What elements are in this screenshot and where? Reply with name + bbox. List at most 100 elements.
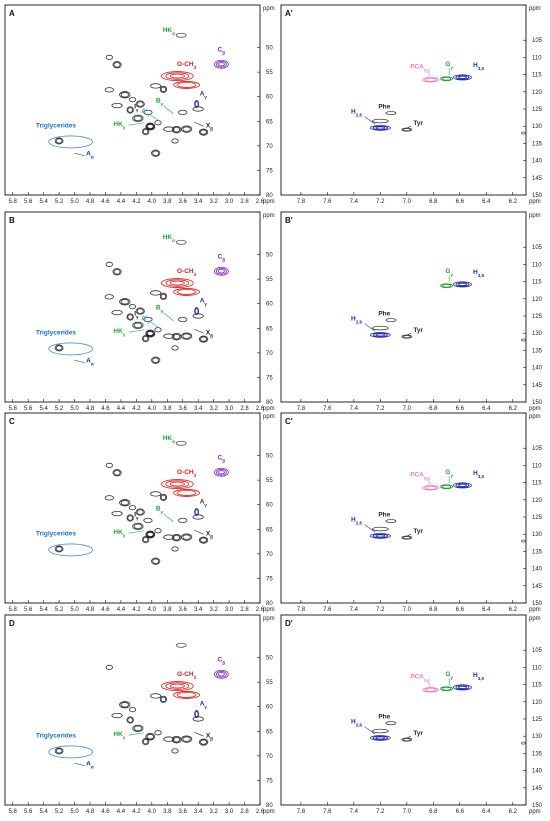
peak-label-text: Phe xyxy=(378,713,390,720)
y-unit-label: ppm xyxy=(529,616,541,622)
y-tick-label: 105 xyxy=(532,446,543,452)
x-tick-label: 7.8 xyxy=(297,809,306,815)
x-tick-label: 5.2 xyxy=(55,607,64,613)
contour xyxy=(520,539,526,543)
x-tick-label: 3.6 xyxy=(179,809,188,815)
y-tick-label: 140 xyxy=(532,769,543,775)
y-tick-label: 105 xyxy=(532,245,543,251)
contour xyxy=(200,537,208,543)
contour xyxy=(126,313,134,321)
contour-ome xyxy=(169,481,185,487)
peak-label: H2,6 xyxy=(351,315,362,324)
peak-label-subscript: γ xyxy=(450,473,453,478)
peak-label-text: I xyxy=(134,104,136,111)
contour xyxy=(520,338,526,342)
peak-label-subscript: 3,5 xyxy=(478,474,485,479)
x-tick-label: 4.6 xyxy=(101,406,110,412)
leader-line xyxy=(426,478,431,485)
contour xyxy=(150,693,162,699)
contour xyxy=(182,126,191,132)
y-tick-label: 60 xyxy=(266,503,273,509)
contour-cbeta xyxy=(213,467,229,477)
peak-label-text: A xyxy=(200,298,205,305)
peak-label-text: HK xyxy=(113,529,123,536)
x-tick-label: 5.2 xyxy=(55,406,64,412)
x-tick-label: 4.8 xyxy=(86,199,95,205)
leader-line xyxy=(364,524,376,533)
peak-label: Gγ xyxy=(445,671,453,680)
peak-label-subscript: γ xyxy=(450,272,453,277)
x-tick-label: 7.6 xyxy=(323,607,332,613)
peak-label-text: B xyxy=(156,305,161,312)
y-tick-label: 150 xyxy=(532,803,543,809)
leader-line xyxy=(406,332,411,336)
contour-h26 xyxy=(369,125,391,131)
contour-tyr xyxy=(402,536,411,540)
peak-label-subscript: β xyxy=(210,333,213,338)
contour xyxy=(105,664,113,671)
peak-label-subscript: γ xyxy=(450,65,453,70)
y-tick-label: 125 xyxy=(532,717,543,723)
contour xyxy=(371,526,389,532)
y-tick-label: 105 xyxy=(532,38,543,44)
peak-label-subscript: γ xyxy=(161,509,164,514)
contour xyxy=(152,357,160,363)
y-tick-label: 130 xyxy=(532,532,543,538)
x-tick-label: 5.0 xyxy=(70,199,79,205)
peak-label-text: I xyxy=(134,311,136,318)
y-tick-label: 140 xyxy=(532,567,543,573)
contour xyxy=(127,107,133,113)
peak-label: Aγ xyxy=(200,499,208,508)
y-tick-label: 65 xyxy=(266,729,273,735)
y-tick-label: 70 xyxy=(266,351,273,357)
peak-label: Tyr xyxy=(413,120,423,127)
peak-label-subscript: γ xyxy=(204,301,207,306)
x-tick-label: 7.6 xyxy=(323,809,332,815)
contour xyxy=(151,557,161,565)
x-tick-label: 7.0 xyxy=(403,406,412,412)
peak-label-text: HK xyxy=(163,234,173,241)
contour-h26 xyxy=(375,736,386,740)
y-unit-label: ppm xyxy=(263,616,275,622)
peak-label-text: HK xyxy=(163,27,173,34)
x-tick-label: 3.8 xyxy=(163,809,172,815)
panel-letter: D xyxy=(9,619,15,628)
contour xyxy=(146,531,154,538)
y-tick-label: 145 xyxy=(532,383,543,389)
panel-frame xyxy=(280,614,527,806)
contour-ggamma xyxy=(441,76,452,81)
peak-label-subscript: γ xyxy=(204,502,207,507)
x-tick-label: 2.6 xyxy=(256,607,265,613)
contour xyxy=(145,732,156,741)
y-tick-label: 125 xyxy=(532,314,543,320)
peak-label-subscript: β xyxy=(210,736,213,741)
y-tick-label: 110 xyxy=(532,262,542,268)
x-tick-label: 2.6 xyxy=(256,199,265,205)
contour-ggamma xyxy=(440,484,453,490)
peak-label-subscript: γ,ε xyxy=(424,67,431,72)
contour-ggamma xyxy=(441,484,452,489)
contour xyxy=(112,469,122,477)
contour-h35 xyxy=(458,685,467,689)
x-tick-label: 5.6 xyxy=(24,809,33,815)
x-tick-label: 7.6 xyxy=(323,406,332,412)
peak-label-subscript: γ xyxy=(123,735,126,740)
x-tick-label: 3.0 xyxy=(225,199,234,205)
contour-h26 xyxy=(372,332,388,338)
y-tick-label: 150 xyxy=(532,193,543,199)
peak-label-subscript: α xyxy=(172,237,175,242)
contour-triglycerides xyxy=(48,135,94,149)
x-tick-label: 5.8 xyxy=(9,809,18,815)
contour xyxy=(160,696,167,703)
contour-cbeta xyxy=(217,470,225,475)
contour-ome xyxy=(165,480,190,488)
panel-frame xyxy=(4,211,261,403)
contour xyxy=(133,322,143,329)
contour xyxy=(154,528,162,534)
peak-label-text: Tyr xyxy=(413,730,423,737)
x-tick-label: 5.6 xyxy=(24,607,33,613)
contour-h26 xyxy=(372,125,388,131)
peak-label: HKα xyxy=(163,435,175,444)
peak-label: Bγ xyxy=(156,506,164,515)
x-tick-label: 2.6 xyxy=(256,406,265,412)
